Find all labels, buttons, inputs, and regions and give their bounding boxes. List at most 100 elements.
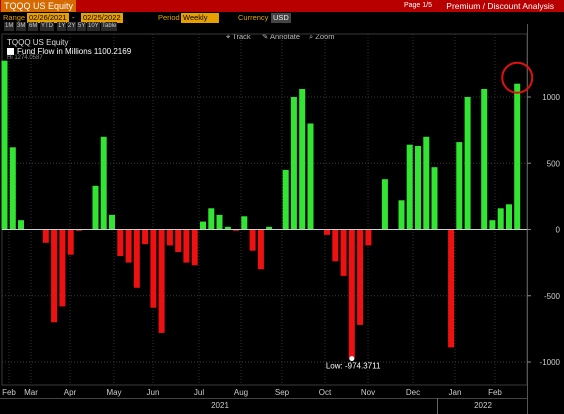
bar-negative[interactable]: [150, 229, 157, 308]
period-button-1m[interactable]: 1M: [4, 22, 15, 31]
x-tick-label: Oct: [319, 388, 332, 397]
bar-negative[interactable]: [191, 229, 198, 266]
bar-positive[interactable]: [224, 226, 231, 230]
bar-positive[interactable]: [290, 97, 297, 230]
bar-negative[interactable]: [133, 229, 140, 288]
legend-item-fund-flow[interactable]: Fund Flow in Millions 1100.2169: [7, 47, 131, 56]
bar-negative[interactable]: [166, 229, 173, 246]
bar-positive[interactable]: [381, 179, 388, 230]
period-select[interactable]: Weekly: [181, 13, 219, 23]
range-dash: -: [72, 13, 75, 22]
bar-positive[interactable]: [307, 123, 314, 230]
bar-positive[interactable]: [241, 216, 248, 230]
y-tick-label: -1000: [540, 358, 561, 367]
bar-negative[interactable]: [75, 229, 82, 231]
bar-positive[interactable]: [299, 89, 306, 230]
bar-negative[interactable]: [158, 229, 165, 333]
highlight-circle: [501, 61, 534, 94]
bar-positive[interactable]: [266, 226, 273, 230]
bar-negative[interactable]: [67, 229, 74, 255]
bar-negative[interactable]: [365, 229, 372, 246]
parameter-row: Range 02/26/2021 - 02/25/2022 Period Wee…: [0, 12, 564, 24]
bar-positive[interactable]: [208, 208, 215, 230]
range-start-field[interactable]: 02/26/2021: [27, 13, 69, 23]
magnifier-icon: ⌕: [309, 32, 314, 41]
x-tick-label: Feb: [488, 388, 502, 397]
bar-negative[interactable]: [257, 229, 264, 270]
x-tick-label: Feb: [2, 388, 16, 397]
legend-faded-value: Hi 1274.0587: [7, 55, 43, 61]
bar-positive[interactable]: [18, 220, 24, 230]
range-label: Range: [3, 13, 26, 22]
track-tool[interactable]: ⌖ Track: [226, 32, 251, 41]
bar-positive[interactable]: [398, 200, 405, 230]
currency-label: Currency: [238, 13, 269, 22]
bar-positive[interactable]: [481, 89, 488, 230]
range-end-field[interactable]: 02/25/2022: [81, 13, 123, 23]
bar-negative[interactable]: [357, 229, 364, 325]
period-button-ytd[interactable]: YTD: [40, 22, 54, 31]
x-tick-label: Aug: [234, 388, 248, 397]
bar-negative[interactable]: [233, 229, 240, 231]
period-button-1y[interactable]: 1Y: [57, 22, 67, 31]
year-label: 2021: [211, 401, 229, 410]
bar-negative[interactable]: [183, 229, 190, 263]
period-label: Period: [158, 13, 180, 22]
bar-negative[interactable]: [348, 229, 355, 359]
bar-positive[interactable]: [415, 146, 421, 230]
currency-field[interactable]: USD: [271, 13, 291, 23]
bar-positive[interactable]: [431, 167, 438, 230]
bar-positive[interactable]: [456, 142, 463, 230]
bar-positive[interactable]: [282, 169, 289, 230]
period-button-3m[interactable]: 3M: [16, 22, 27, 31]
bar-positive[interactable]: [406, 144, 413, 230]
crosshair-icon: ⌖: [226, 32, 231, 41]
pencil-icon: ✎: [262, 32, 269, 41]
x-tick-label: Jan: [449, 388, 462, 397]
bar-positive[interactable]: [464, 97, 471, 230]
bar-positive[interactable]: [109, 214, 115, 230]
x-tick-label: Dec: [406, 388, 420, 397]
bar-negative[interactable]: [340, 229, 347, 276]
bar-negative[interactable]: [175, 229, 182, 253]
bar-negative[interactable]: [332, 229, 339, 262]
year-label: 2022: [474, 401, 492, 410]
bar-positive[interactable]: [1, 60, 8, 230]
x-tick-label: Jun: [147, 388, 160, 397]
period-button-5y[interactable]: 5Y: [77, 22, 87, 31]
y-tick-label: -500: [544, 292, 561, 301]
bar-positive[interactable]: [423, 136, 430, 230]
period-button-table[interactable]: Table: [101, 22, 118, 31]
bar-negative[interactable]: [51, 229, 58, 323]
bar-positive[interactable]: [497, 208, 504, 230]
bar-positive[interactable]: [9, 147, 16, 230]
bar-positive[interactable]: [92, 185, 99, 230]
period-button-2y[interactable]: 2Y: [67, 22, 77, 31]
period-button-10y[interactable]: 10Y: [87, 22, 100, 31]
y-tick-label: 1000: [542, 93, 560, 102]
low-annotation: Low: -974.3711: [326, 362, 381, 371]
bar-positive[interactable]: [489, 220, 496, 230]
bar-negative[interactable]: [249, 229, 256, 251]
title-bar: TQQQ US Equity Page 1/5 Premium / Discou…: [0, 0, 564, 12]
x-tick-label: Jul: [194, 388, 204, 397]
period-button-6m[interactable]: 6M: [28, 22, 39, 31]
legend-swatch: [7, 48, 14, 55]
bar-negative[interactable]: [117, 229, 124, 257]
bar-negative[interactable]: [125, 229, 132, 263]
bar-negative[interactable]: [448, 229, 455, 348]
bar-positive[interactable]: [216, 214, 223, 230]
bar-negative[interactable]: [324, 229, 330, 235]
legend-title: TQQQ US Equity: [7, 38, 69, 47]
annotate-tool[interactable]: ✎ Annotate: [262, 32, 300, 41]
bar-positive[interactable]: [100, 136, 107, 230]
bar-negative[interactable]: [142, 229, 149, 245]
zoom-tool[interactable]: ⌕ Zoom: [309, 32, 335, 41]
bar-positive[interactable]: [506, 204, 512, 230]
bar-positive[interactable]: [514, 83, 521, 230]
bar-negative[interactable]: [42, 229, 49, 243]
bar-positive[interactable]: [200, 221, 206, 230]
bar-negative[interactable]: [59, 229, 66, 307]
security-ticker[interactable]: TQQQ US Equity: [1, 0, 77, 12]
